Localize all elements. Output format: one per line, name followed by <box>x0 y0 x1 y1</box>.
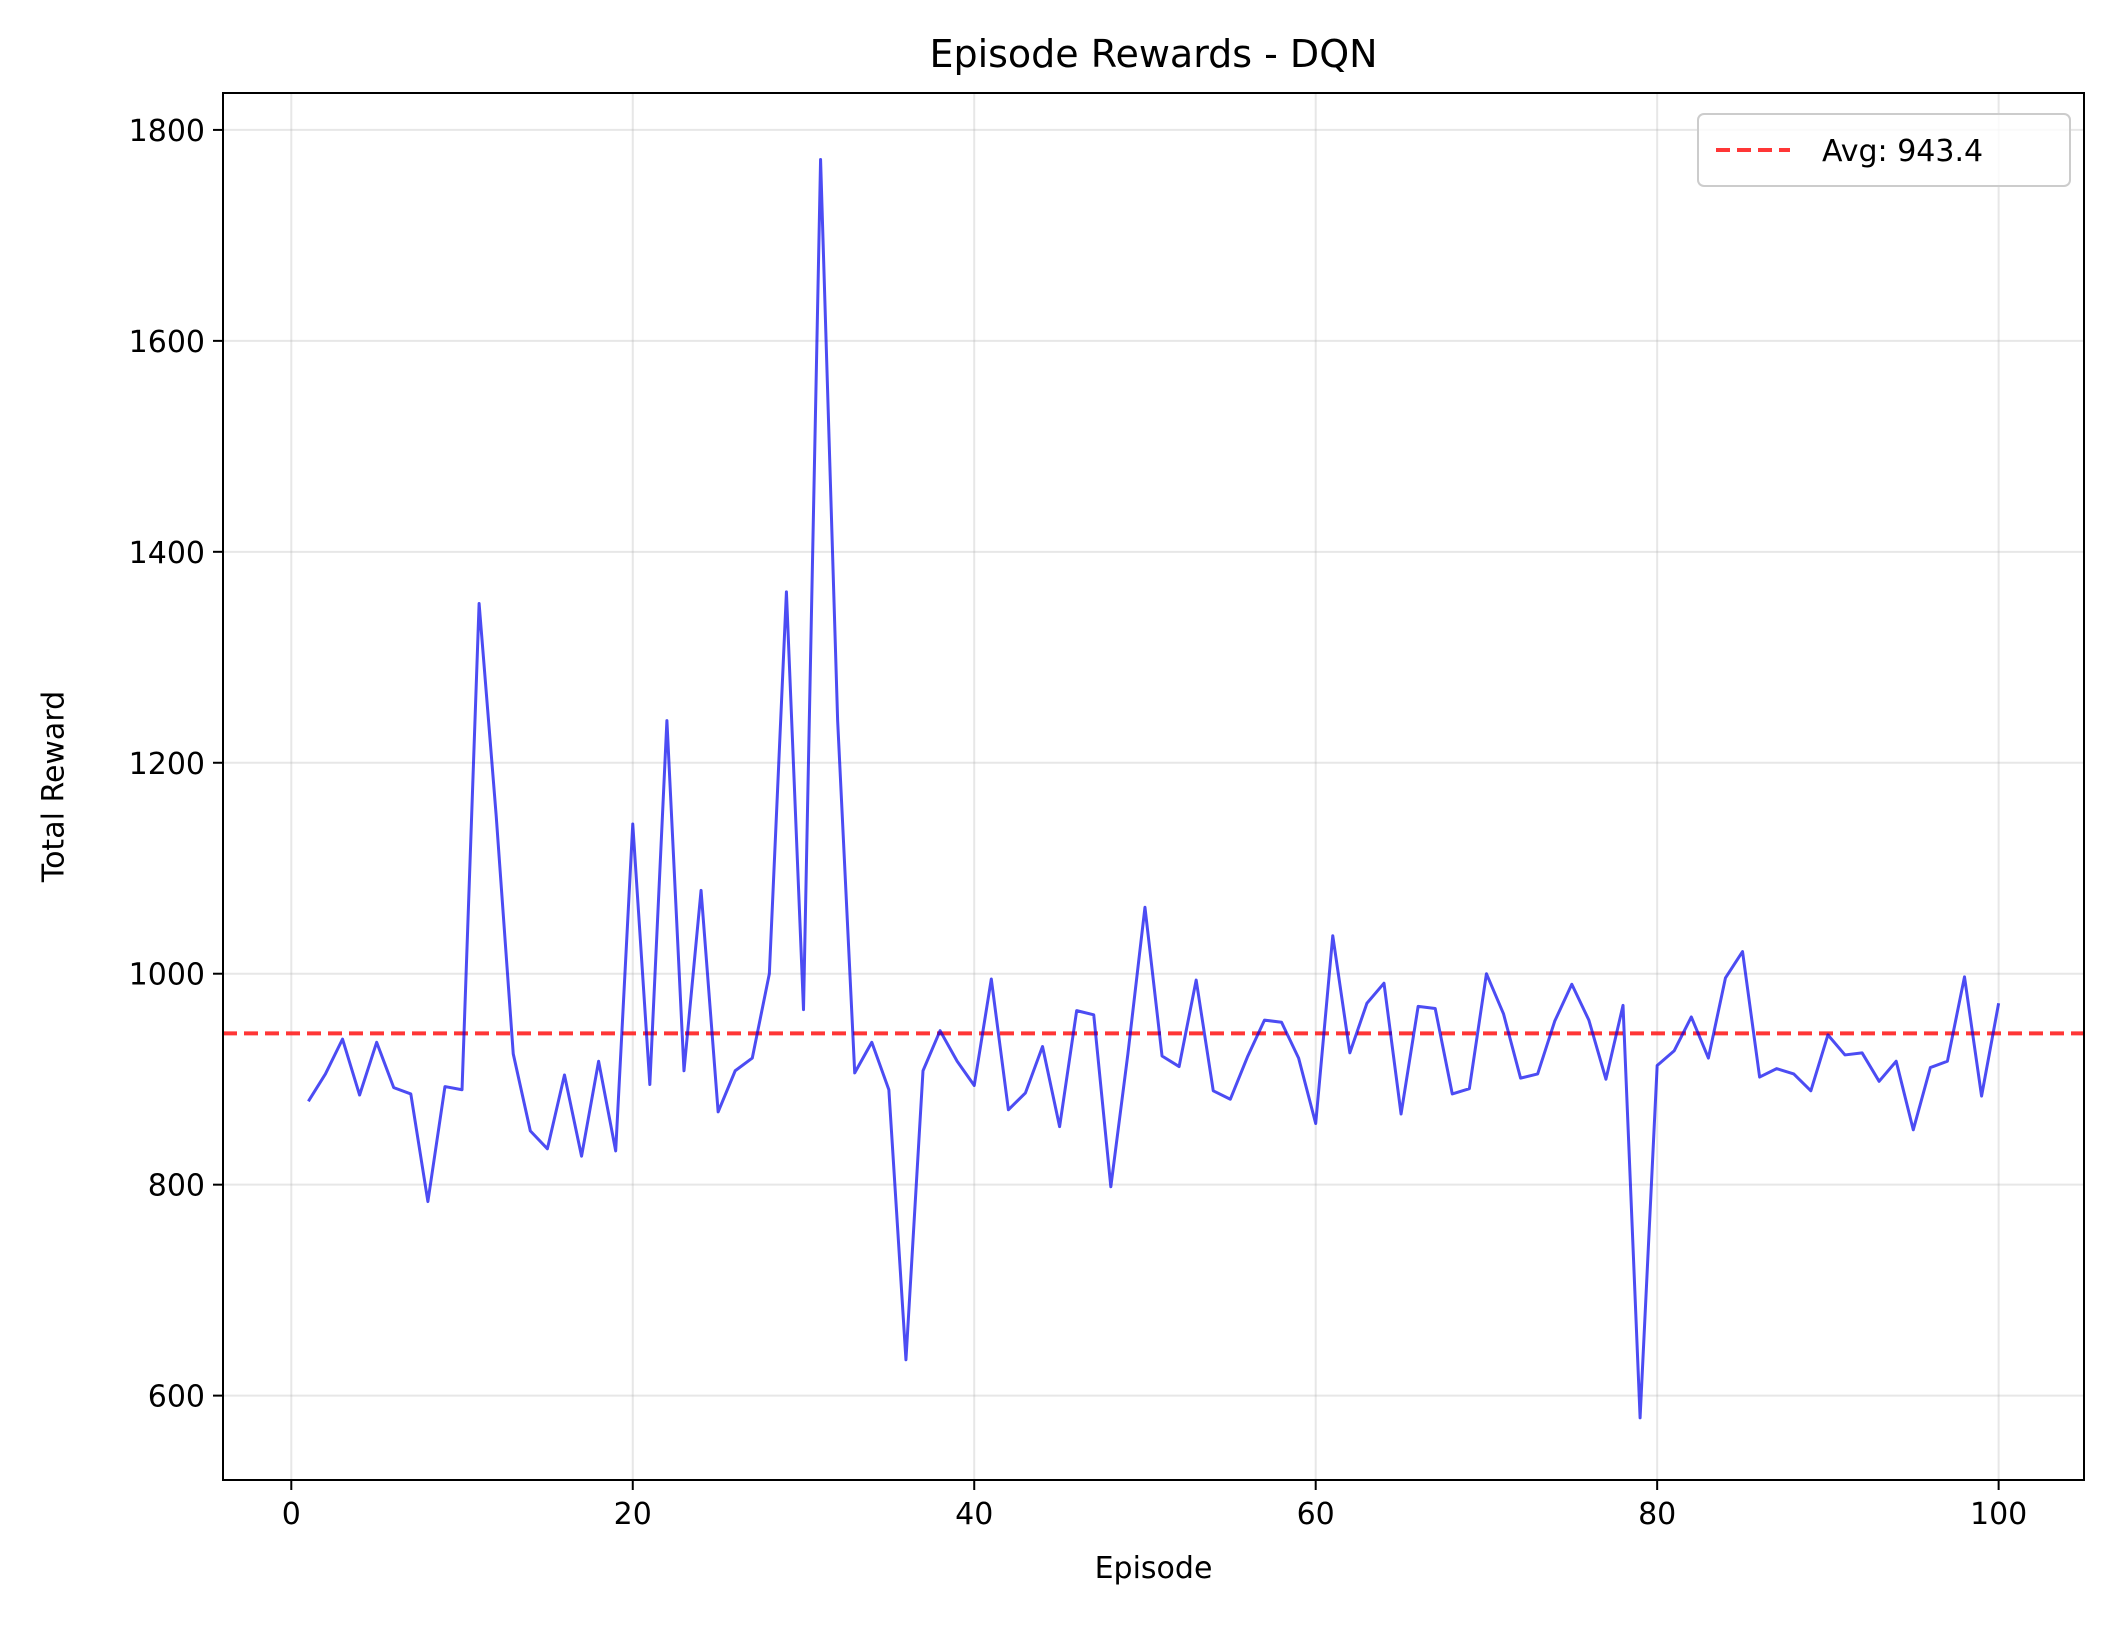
y-axis-title: Total Reward <box>37 691 72 883</box>
legend-label-avg: Avg: 943.4 <box>1822 134 1983 169</box>
y-tick-label: 1400 <box>129 536 205 571</box>
x-tick-label: 60 <box>1297 1497 1335 1532</box>
series-layer <box>307 157 2001 1420</box>
legend: Avg: 943.4 <box>1697 113 2071 187</box>
y-tick-label: 1000 <box>129 958 205 993</box>
y-tick-label: 1800 <box>129 114 205 149</box>
series-line-rewards <box>307 157 2001 1420</box>
y-tick-label: 600 <box>148 1380 205 1415</box>
x-tick-label: 80 <box>1638 1497 1676 1532</box>
chart-title: Episode Rewards - DQN <box>929 32 1377 76</box>
y-tick-label: 1200 <box>129 747 205 782</box>
legend-box <box>1697 113 2071 187</box>
x-axis-title: Episode <box>1095 1551 1213 1586</box>
x-tick-label: 100 <box>1970 1497 2027 1532</box>
plot-frame <box>222 92 2085 1481</box>
y-tick-label: 1600 <box>129 325 205 360</box>
y-tick-label: 800 <box>148 1169 205 1204</box>
x-tick-label: 20 <box>614 1497 652 1532</box>
x-tick-label: 0 <box>282 1497 301 1532</box>
axes <box>222 92 2085 1481</box>
x-tick-label: 40 <box>955 1497 993 1532</box>
ticks: 0 20 40 60 80 100 600 800 1000 1200 1400 1600 1800 <box>129 114 2028 1532</box>
